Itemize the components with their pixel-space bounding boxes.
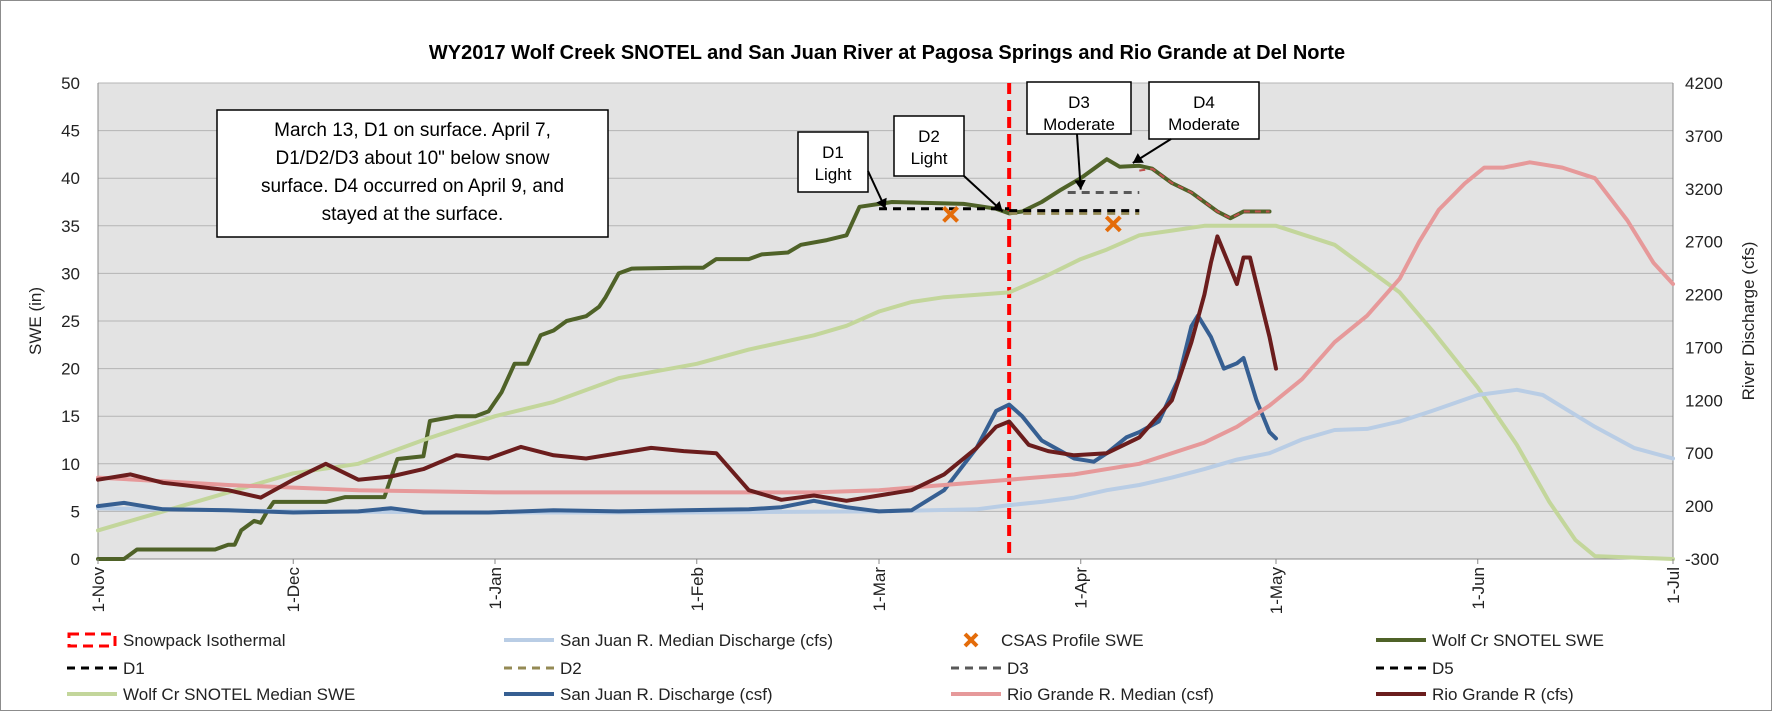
- annotation-d3-text: Moderate: [1043, 115, 1115, 134]
- y-axis-label-right: River Discharge (cfs): [1739, 242, 1758, 401]
- annotation-summary-box-text: stayed at the surface.: [322, 204, 504, 225]
- annotation-summary-box-text: surface. D4 occurred on April 9, and: [261, 176, 564, 197]
- y-tick-label-left: 10: [61, 455, 80, 474]
- y-tick-label-right: 4200: [1685, 74, 1723, 93]
- y-tick-label-left: 40: [61, 169, 80, 188]
- annotation-summary-box-text: March 13, D1 on surface. April 7,: [274, 120, 551, 141]
- annotation-d4-text: D4: [1193, 93, 1215, 112]
- annotation-summary-box: March 13, D1 on surface. April 7, D1/D2/D…: [216, 109, 609, 238]
- csas-markers: [942, 205, 1122, 233]
- annotation-d1-text: D1: [822, 143, 844, 162]
- legend-label: Rio Grande R. Median (csf): [1007, 685, 1214, 704]
- legend-item: D2: [504, 659, 582, 678]
- annotation-d4: D4 Moderate: [1132, 81, 1260, 164]
- y-tick-label-left: 15: [61, 407, 80, 426]
- y-tick-label-right: 1200: [1685, 391, 1723, 410]
- series-layer: [96, 157, 1675, 561]
- legend-item: Wolf Cr SNOTEL SWE: [1376, 631, 1604, 650]
- y-tick-label-right: 3200: [1685, 180, 1723, 199]
- y-tick-label-right: 200: [1685, 497, 1713, 516]
- legend-label: Wolf Cr SNOTEL SWE: [1432, 631, 1604, 650]
- series-wolf-cr-snotel-median-swe: [96, 223, 1675, 561]
- x-tick-label: 1-Apr: [1072, 567, 1091, 609]
- legend-label: D5: [1432, 659, 1454, 678]
- annotation-d3: D3 Moderate: [1026, 81, 1132, 190]
- legend-item: CSAS Profile SWE: [963, 631, 1144, 650]
- legend-swatch: [67, 632, 117, 648]
- csas-point: [1104, 215, 1122, 233]
- x-axis-ticks: 1-Nov 1-Dec 1-Jan 1-Feb 1-Mar 1-Apr 1-May 1-Jun…: [89, 559, 1683, 614]
- legend-label: Wolf Cr SNOTEL Median SWE: [123, 685, 355, 704]
- annotation-d2-text: Light: [911, 149, 948, 168]
- csas-point: [942, 205, 959, 223]
- y-tick-label-left: 20: [61, 360, 80, 379]
- y-tick-label-right: 2700: [1685, 233, 1723, 252]
- legend-label: D1: [123, 659, 145, 678]
- legend: Snowpack Isothermal San Juan R. Median Di…: [67, 631, 1604, 704]
- x-tick-label: 1-Dec: [284, 567, 303, 613]
- x-tick-label: 1-Jul: [1664, 567, 1683, 604]
- x-tick-label: 1-Mar: [870, 567, 889, 612]
- annotations: March 13, D1 on surface. April 7, D1/D2/D…: [216, 81, 1260, 238]
- legend-item: Rio Grande R. Median (csf): [951, 685, 1214, 704]
- y-tick-label-left: 30: [61, 264, 80, 283]
- y-tick-label-left: 45: [61, 122, 80, 141]
- legend-label: D2: [560, 659, 582, 678]
- annotation-summary-box-text: D1/D2/D3 about 10" below snow: [276, 148, 550, 169]
- legend-item: Rio Grande R (cfs): [1376, 685, 1574, 704]
- legend-label: San Juan R. Discharge (csf): [560, 685, 773, 704]
- legend-label: Rio Grande R (cfs): [1432, 685, 1574, 704]
- y-tick-label-left: 0: [71, 550, 80, 569]
- series-rio-grande-r-cfs-: [96, 234, 1278, 503]
- chart-title: WY2017 Wolf Creek SNOTEL and San Juan Ri…: [429, 42, 1345, 64]
- x-tick-label: 1-May: [1267, 567, 1286, 615]
- legend-label: CSAS Profile SWE: [1001, 631, 1144, 650]
- annotation-d2-text: D2: [918, 127, 940, 146]
- series-san-juan-r-discharge-csf-: [96, 313, 1278, 515]
- y-axis-label-left: SWE (in): [26, 287, 45, 355]
- y-tick-label-right: 3700: [1685, 127, 1723, 146]
- x-tick-label: 1-Feb: [688, 567, 707, 611]
- legend-item: D5: [1376, 659, 1454, 678]
- left-axis-ticks: 0 5 10 15 20 25 30 35 40 45 50: [61, 74, 80, 569]
- series-d4: [1139, 167, 1270, 220]
- x-tick-label: 1-Nov: [89, 567, 108, 613]
- y-tick-label-right: 1700: [1685, 338, 1723, 357]
- legend-label: D3: [1007, 659, 1029, 678]
- legend-label: Snowpack Isothermal: [123, 631, 286, 650]
- y-tick-label-right: -300: [1685, 550, 1719, 569]
- right-axis-ticks: -300 200 700 1200 1700 2200 2700 3200 3700 4200: [1685, 74, 1723, 569]
- y-tick-label-left: 25: [61, 312, 80, 331]
- annotation-d4-text: Moderate: [1168, 115, 1240, 134]
- series-rio-grande-r-median-csf-: [96, 160, 1675, 495]
- y-tick-label-right: 2200: [1685, 286, 1723, 305]
- legend-item: D3: [951, 659, 1029, 678]
- legend-label: San Juan R. Median Discharge (cfs): [560, 631, 833, 650]
- y-tick-label-left: 35: [61, 217, 80, 236]
- y-tick-label-left: 5: [71, 502, 80, 521]
- annotation-d1-text: Light: [815, 165, 852, 184]
- y-tick-label-left: 50: [61, 74, 80, 93]
- legend-item: San Juan R. Median Discharge (cfs): [504, 631, 833, 650]
- annotation-d3-text: D3: [1068, 93, 1090, 112]
- annotation-d1: D1 Light: [797, 131, 887, 210]
- y-tick-label-right: 700: [1685, 444, 1713, 463]
- annotation-d2: D2 Light: [893, 115, 1004, 213]
- legend-item: Wolf Cr SNOTEL Median SWE: [67, 685, 355, 704]
- legend-item: San Juan R. Discharge (csf): [504, 685, 773, 704]
- series-wolf-cr-snotel-swe: [96, 157, 1272, 561]
- x-tick-label: 1-Jun: [1469, 567, 1488, 610]
- legend-item: Snowpack Isothermal: [67, 631, 286, 650]
- x-tick-label: 1-Jan: [486, 567, 505, 610]
- legend-item: D1: [67, 659, 145, 678]
